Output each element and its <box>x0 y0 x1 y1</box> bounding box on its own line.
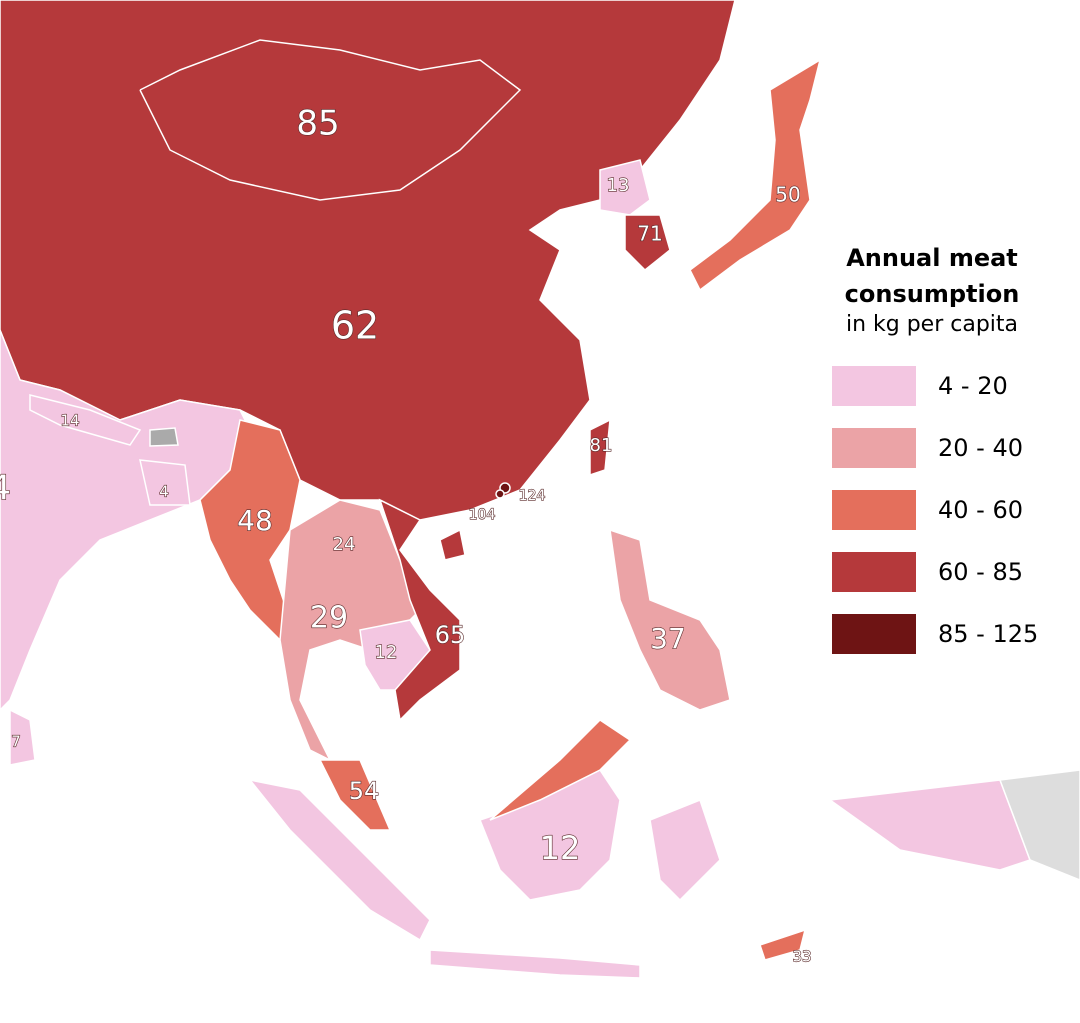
legend-label: 85 - 125 <box>938 620 1039 648</box>
legend-title: Annual meat consumption <box>844 244 1020 308</box>
mongolia-border <box>139 39 522 201</box>
country-value: 54 <box>349 777 380 805</box>
thailand-laos <box>279 499 431 762</box>
country-value: 12 <box>375 642 398 663</box>
north-korea <box>599 159 651 216</box>
legend-item: 20 - 40 <box>832 417 1042 479</box>
legend-subtitle: in kg per capita <box>845 312 1019 337</box>
bhutan <box>149 427 179 447</box>
country-value: 24 <box>333 534 356 555</box>
legend-item: 40 - 60 <box>832 479 1042 541</box>
java <box>429 949 641 979</box>
country-value: 37 <box>650 622 686 655</box>
sumatra <box>248 778 431 942</box>
nepal <box>29 394 142 446</box>
legend-label: 60 - 85 <box>938 558 1023 586</box>
hainan <box>439 528 466 561</box>
country-value: 33 <box>792 948 811 966</box>
country-value: 104 <box>469 507 496 523</box>
country-value: 14 <box>60 412 79 430</box>
legend-label: 4 - 20 <box>938 372 1008 400</box>
papua <box>827 779 1031 871</box>
country-value: 29 <box>310 601 348 636</box>
country-value: 12 <box>540 829 581 867</box>
malaysia-borneo <box>489 719 632 821</box>
country-value: 65 <box>435 621 466 649</box>
legend-swatch <box>832 614 916 654</box>
legend-item: 60 - 85 <box>832 541 1042 603</box>
south-korea <box>624 214 671 272</box>
sri-lanka <box>9 708 36 766</box>
macau <box>495 489 505 499</box>
legend-swatch <box>832 366 916 406</box>
country-value: 62 <box>331 304 379 348</box>
country-value: 4 <box>159 483 169 501</box>
japan <box>689 58 822 292</box>
legend-swatch <box>832 428 916 468</box>
taiwan <box>589 418 611 477</box>
country-value: 48 <box>237 504 273 537</box>
timor <box>759 928 807 961</box>
country-value: 4 <box>0 469 11 509</box>
country-value: 124 <box>519 488 546 504</box>
country-value: 50 <box>775 183 800 207</box>
legend-swatch <box>832 490 916 530</box>
legend-item: 85 - 125 <box>832 603 1042 665</box>
legend-label: 40 - 60 <box>938 496 1023 524</box>
country-value: 71 <box>637 222 662 246</box>
sulawesi <box>649 799 721 902</box>
bangladesh <box>139 459 191 506</box>
country-value: 13 <box>607 175 630 196</box>
philippines <box>609 528 731 711</box>
country-value: 81 <box>590 435 613 456</box>
country-value: 7 <box>11 733 21 751</box>
legend-label: 20 - 40 <box>938 434 1023 462</box>
malaysia-peninsula <box>318 759 392 831</box>
legend: Annual meat consumption in kg per capita… <box>832 240 1042 665</box>
country-value: 85 <box>296 104 339 144</box>
legend-swatch <box>832 552 916 592</box>
vietnam <box>378 498 461 722</box>
legend-item: 4 - 20 <box>832 355 1042 417</box>
papua-new-guinea <box>998 769 1080 881</box>
